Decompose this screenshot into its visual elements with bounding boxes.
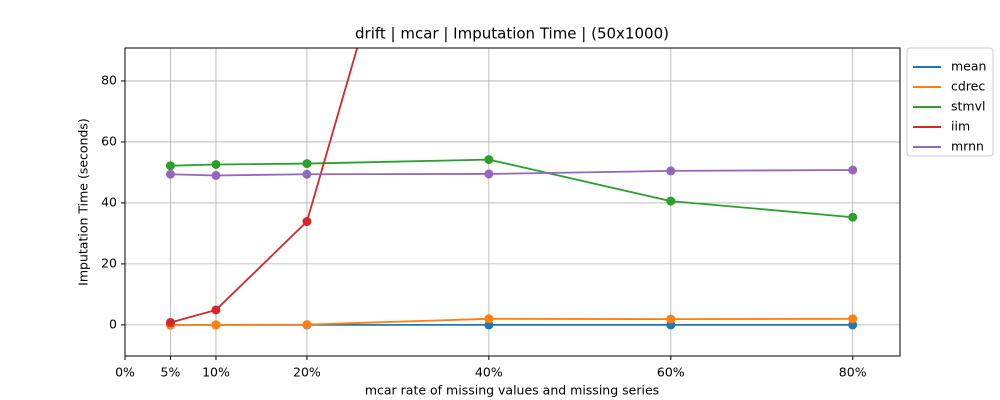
data-point [302,320,312,330]
data-point [302,169,312,179]
y-tick-label: 80 [101,72,117,87]
data-point [165,161,175,171]
x-tick-label: 60% [657,365,685,380]
chart-title: drift | mcar | Imputation Time | (50x100… [355,25,669,43]
series-line [170,48,359,324]
legend: mean cdrec stmvl iim mrnn [906,47,994,157]
data-point [211,170,221,180]
y-tick-label: 60 [101,133,117,148]
data-point [666,166,676,176]
data-point [484,155,494,165]
legend-label: cdrec [951,79,985,94]
data-point [484,314,494,324]
legend-label: stmvl [951,99,985,114]
data-point [211,320,221,330]
data-point [848,314,858,324]
x-tick-label: 5% [161,365,181,380]
y-tick-label: 0 [109,316,117,331]
y-axis-label: Imputation Time (seconds) [76,118,91,286]
data-point [666,196,676,206]
data-point [211,305,221,315]
data-point [211,159,221,169]
y-tick-label: 40 [101,194,117,209]
data-point [666,314,676,324]
legend-label: iim [951,119,970,134]
plot-frame [124,47,901,357]
data-point [848,212,858,222]
grid [124,48,900,356]
x-axis-label: mcar rate of missing values and missing … [365,383,659,398]
data-point [165,317,175,327]
legend-frame [906,47,994,157]
y-tick-label: 20 [101,255,117,270]
x-tick-label: 0% [115,365,135,380]
x-tick-label: 40% [475,365,503,380]
data-point [302,159,312,169]
data-point [484,169,494,179]
series-line [170,317,853,326]
data-point [165,169,175,179]
data-point [302,217,312,227]
legend-label: mrnn [951,139,984,154]
series-line [170,158,853,219]
x-tick-label: 20% [293,365,321,380]
data-point [848,165,858,175]
x-tick-label: 80% [839,365,867,380]
x-tick-label: 10% [202,365,230,380]
legend-label: mean [951,59,986,74]
plot-area [165,48,858,330]
series-line [170,169,853,177]
